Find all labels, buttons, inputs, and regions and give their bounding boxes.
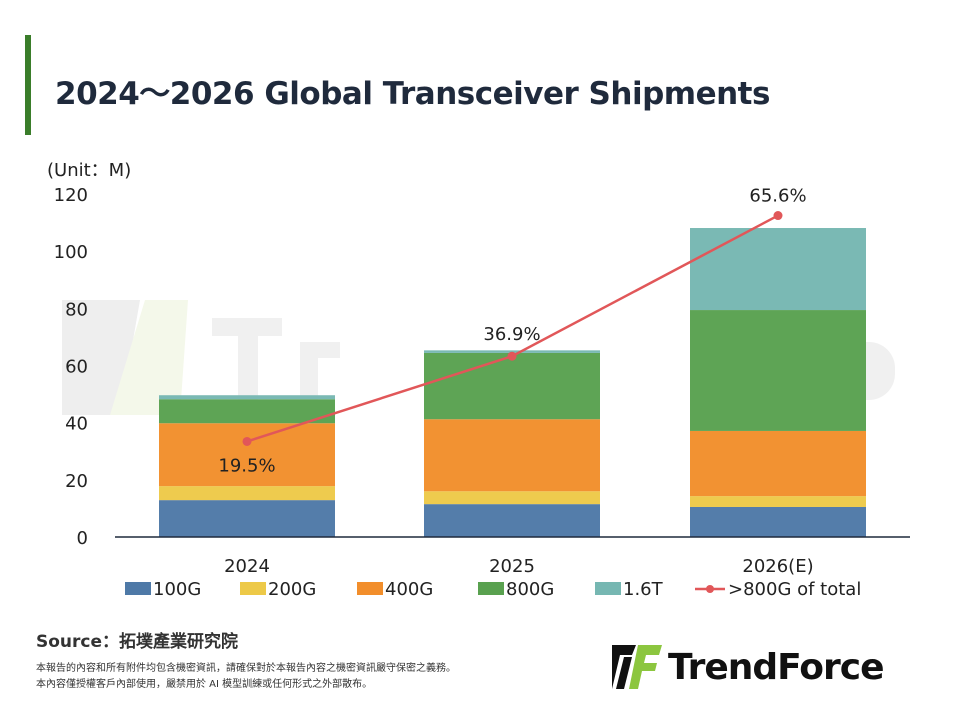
bar-100G-2025 xyxy=(424,504,600,537)
bar-200G-2025 xyxy=(424,491,600,505)
title-accent-bar xyxy=(25,35,31,135)
line-point xyxy=(773,211,783,221)
legend-label-800G: 800G xyxy=(506,579,554,600)
y-tick-label: 0 xyxy=(77,528,88,549)
legend-label-100G: 100G xyxy=(153,579,201,600)
logo-text: TrendForce xyxy=(668,646,885,688)
legend-label-200G: 200G xyxy=(268,579,316,600)
line-data-label: 65.6% xyxy=(749,186,806,207)
x-tick-label: 2024 xyxy=(224,556,270,577)
bar-400G-2026(E) xyxy=(690,430,866,497)
line-point xyxy=(242,436,252,446)
legend-line-marker xyxy=(706,585,714,593)
bar-400G-2025 xyxy=(424,419,600,492)
legend-swatch-100G xyxy=(125,582,151,595)
y-tick-label: 40 xyxy=(65,414,88,435)
y-tick-label: 80 xyxy=(65,299,88,320)
bar-100G-2024 xyxy=(159,500,335,537)
page-title: 2024～2026 Global Transceiver Shipments xyxy=(55,76,770,112)
watermark-logo-right xyxy=(110,300,188,415)
unit-label: (Unit：M) xyxy=(47,160,132,181)
disclaimer-line-2: 本內容僅授權客戶內部使用，嚴禁用於 AI 模型訓練或任何形式之外部散布。 xyxy=(36,679,373,690)
line-data-label: 36.9% xyxy=(483,324,540,345)
legend-swatch-200G xyxy=(240,582,266,595)
bar-800G-2026(E) xyxy=(690,310,866,431)
y-tick-label: 120 xyxy=(54,185,88,206)
bar-100G-2026(E) xyxy=(690,506,866,537)
bar-200G-2024 xyxy=(159,486,335,501)
source-label: Source：拓墣產業研究院 xyxy=(36,632,239,652)
y-tick-label: 20 xyxy=(65,471,88,492)
x-tick-label: 2026(E) xyxy=(742,556,813,577)
bar-800G-2024 xyxy=(159,399,335,424)
y-tick-label: 100 xyxy=(54,242,88,263)
line-point xyxy=(507,351,517,361)
legend-label-line: >800G of total xyxy=(728,579,861,600)
chart: 0 20 40 60 80 100 120 2024 2025 2026(E) 19.5% 36.9… xyxy=(54,185,910,600)
disclaimer-line-1: 本報告的內容和所有附件均包含機密資訊，請確保對於本報告內容之機密資訊嚴守保密之義… xyxy=(36,663,456,674)
legend-swatch-400G xyxy=(357,582,383,595)
trendforce-logo-icon xyxy=(612,645,662,689)
bar-1.6T-2026(E) xyxy=(690,228,866,311)
legend-label-400G: 400G xyxy=(385,579,433,600)
x-tick-label: 2025 xyxy=(489,556,535,577)
legend-swatch-1.6T xyxy=(595,582,621,595)
bar-1.6T-2025 xyxy=(424,350,600,353)
legend-label-1.6T: 1.6T xyxy=(623,579,664,600)
line-data-label: 19.5% xyxy=(218,455,275,476)
trendforce-logo: TrendForce xyxy=(612,645,885,689)
bar-200G-2026(E) xyxy=(690,496,866,507)
bar-400G-2024 xyxy=(159,423,335,487)
bar-1.6T-2024 xyxy=(159,395,335,400)
bar-800G-2025 xyxy=(424,352,600,420)
legend-swatch-800G xyxy=(478,582,504,595)
y-tick-label: 60 xyxy=(65,357,88,378)
